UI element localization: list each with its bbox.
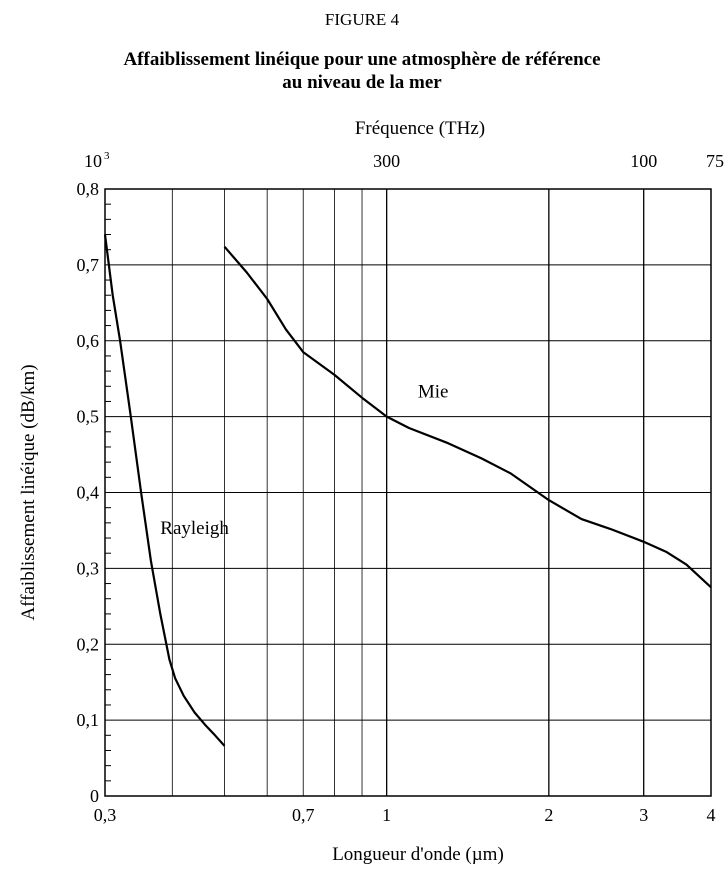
chart-title-line-2: au niveau de la mer (282, 72, 442, 93)
chart-title: Affaiblissement linéique pour une atmosp… (0, 48, 724, 94)
series-label-rayleigh: Rayleigh (160, 518, 229, 539)
y-tick-label-0: 0 (90, 786, 99, 806)
y-tick-label-4: 0,4 (77, 483, 100, 503)
x-tick-label-4: 3 (639, 805, 648, 825)
figure-label: FIGURE 4 (324, 10, 400, 29)
x-tick-label-1: 0,7 (292, 805, 315, 825)
top-tick-label-0: 10 (84, 151, 102, 171)
plot-frame (104, 188, 712, 797)
series-line-rayleigh (103, 234, 226, 747)
x-tick-label-2: 1 (382, 805, 391, 825)
y-tick-label-3: 0,3 (77, 558, 100, 578)
y-axis-label: Affaiblissement linéique (dB/km) (18, 364, 39, 620)
top-axis-label: Fréquence (THz) (355, 118, 485, 139)
y-tick-label-6: 0,6 (77, 331, 100, 351)
x-tick-label-3: 2 (544, 805, 553, 825)
y-tick-label-1: 0,1 (77, 710, 100, 730)
top-tick-label-2: 100 (630, 151, 657, 171)
top-tick-exponent-0: 3 (104, 150, 110, 162)
y-tick-label-7: 0,7 (77, 255, 100, 275)
top-tick-label-1: 300 (373, 151, 400, 171)
series-line-mie (223, 245, 712, 589)
x-tick-label-0: 0,3 (94, 805, 117, 825)
y-tick-label-5: 0,5 (77, 407, 100, 427)
series-label-mie: Mie (418, 382, 449, 403)
top-tick-label-3: 75 (706, 151, 724, 171)
x-tick-label-5: 4 (707, 805, 716, 825)
y-tick-label-2: 0,2 (77, 634, 100, 654)
chart-title-line-1: Affaiblissement linéique pour une atmosp… (123, 49, 601, 70)
x-axis-label: Longueur d'onde (µm) (332, 844, 504, 865)
y-tick-label-8: 0,8 (77, 179, 100, 199)
